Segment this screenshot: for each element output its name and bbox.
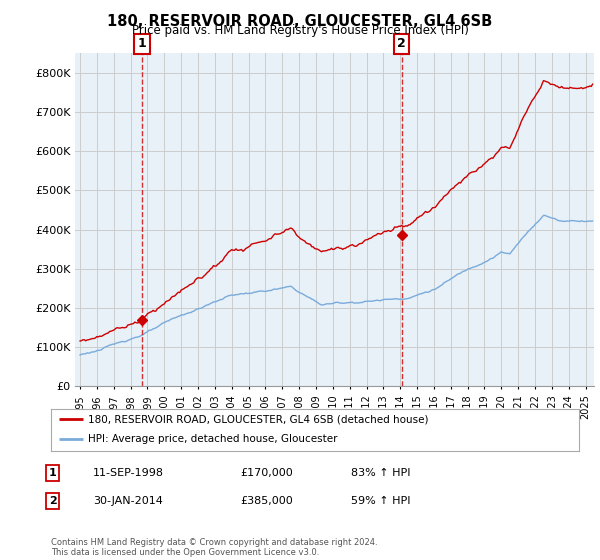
Text: 180, RESERVOIR ROAD, GLOUCESTER, GL4 6SB: 180, RESERVOIR ROAD, GLOUCESTER, GL4 6SB [107, 14, 493, 29]
Text: HPI: Average price, detached house, Gloucester: HPI: Average price, detached house, Glou… [88, 434, 337, 444]
Text: £170,000: £170,000 [240, 468, 293, 478]
Text: 30-JAN-2014: 30-JAN-2014 [93, 496, 163, 506]
Text: 59% ↑ HPI: 59% ↑ HPI [351, 496, 410, 506]
Text: 83% ↑ HPI: 83% ↑ HPI [351, 468, 410, 478]
Text: 1: 1 [49, 468, 56, 478]
Text: 2: 2 [397, 38, 406, 50]
Text: Contains HM Land Registry data © Crown copyright and database right 2024.
This d: Contains HM Land Registry data © Crown c… [51, 538, 377, 557]
Text: 1: 1 [137, 38, 146, 50]
Text: £385,000: £385,000 [240, 496, 293, 506]
Text: 180, RESERVOIR ROAD, GLOUCESTER, GL4 6SB (detached house): 180, RESERVOIR ROAD, GLOUCESTER, GL4 6SB… [88, 414, 428, 424]
Text: 11-SEP-1998: 11-SEP-1998 [93, 468, 164, 478]
Text: Price paid vs. HM Land Registry's House Price Index (HPI): Price paid vs. HM Land Registry's House … [131, 24, 469, 37]
Text: 2: 2 [49, 496, 56, 506]
